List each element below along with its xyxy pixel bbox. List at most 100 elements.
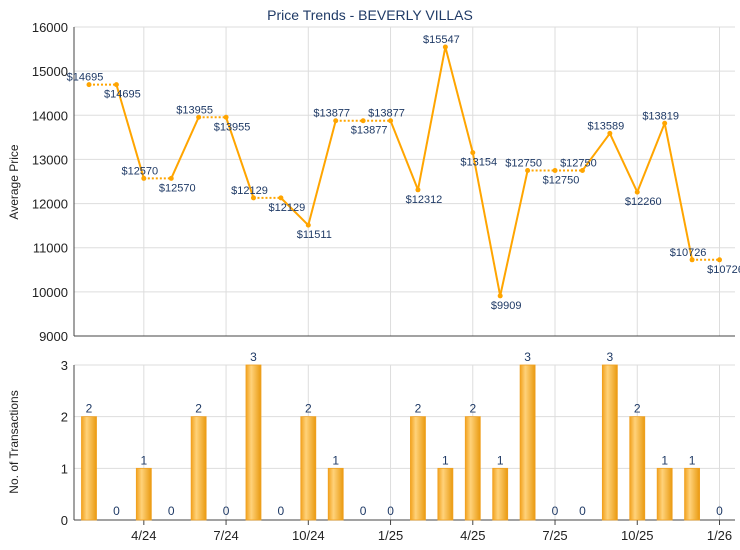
data-label: $12570 — [159, 182, 196, 194]
bar-value-label: 1 — [332, 453, 339, 467]
data-label: $13154 — [460, 157, 497, 169]
data-point — [552, 167, 558, 173]
line-segment — [608, 133, 639, 193]
data-label: $10726 — [670, 247, 707, 259]
bar — [464, 416, 481, 521]
data-label: $13877 — [368, 108, 405, 120]
bar-value-label: 3 — [607, 350, 614, 364]
data-label: $12129 — [269, 202, 306, 214]
data-point — [388, 118, 394, 124]
y-tick-label: 0 — [61, 513, 68, 528]
x-tick-label: 10/25 — [621, 528, 654, 543]
bar — [656, 467, 673, 521]
data-label: $12570 — [121, 165, 158, 177]
bar — [300, 416, 317, 521]
x-tick-label: 4/24 — [131, 528, 156, 543]
line-segment — [444, 46, 474, 153]
y-tick-label: 12000 — [32, 197, 68, 212]
y-tick-label: 1 — [61, 461, 68, 476]
x-tick-label: 7/24 — [213, 528, 238, 543]
bar-value-label: 2 — [469, 402, 476, 416]
x-tick-label: 1/25 — [378, 528, 403, 543]
data-point — [525, 167, 531, 173]
data-point — [223, 114, 229, 120]
bar — [190, 416, 207, 521]
chart-title: Price Trends - BEVERLY VILLAS — [267, 7, 473, 23]
data-point — [250, 195, 256, 201]
data-point — [168, 175, 174, 181]
data-label: $12129 — [231, 185, 268, 197]
bar — [410, 416, 426, 521]
y-tick-label: 2 — [61, 410, 68, 425]
bar-value-label: 2 — [305, 402, 312, 416]
data-label: $9909 — [491, 300, 522, 312]
data-point — [360, 118, 366, 124]
data-point — [470, 150, 476, 156]
line-segment — [225, 116, 255, 199]
data-point — [497, 293, 503, 299]
bar-value-label: 2 — [195, 402, 202, 416]
data-label: $14695 — [67, 72, 104, 84]
data-label: $13955 — [214, 121, 251, 133]
y-tick-label: 9000 — [39, 329, 68, 344]
y-tick-label: 10000 — [32, 285, 68, 300]
data-point — [196, 114, 202, 120]
bar-value-label: 0 — [168, 504, 175, 518]
bar-value-label: 1 — [689, 453, 696, 467]
bar — [492, 467, 509, 521]
bar-value-label: 0 — [278, 504, 285, 518]
bar — [135, 467, 152, 521]
y-tick-label: 11000 — [33, 241, 68, 256]
data-label: $11511 — [297, 229, 332, 241]
bar-value-label: 0 — [113, 504, 120, 518]
bar-value-label: 0 — [360, 504, 367, 518]
y-tick-label: 3 — [61, 358, 68, 373]
data-label: $13877 — [313, 108, 350, 120]
y-tick-label: 13000 — [32, 152, 68, 167]
bar-value-label: 3 — [524, 350, 531, 364]
data-label: $13589 — [587, 120, 624, 132]
x-tick-label: 4/25 — [460, 528, 485, 543]
line-segment — [499, 170, 529, 297]
bar-value-label: 1 — [661, 453, 668, 467]
bar — [81, 416, 97, 521]
bar-value-label: 2 — [634, 402, 641, 416]
bar-value-label: 1 — [497, 453, 504, 467]
data-point — [717, 257, 722, 263]
data-label: $15547 — [423, 34, 460, 46]
data-point — [607, 130, 613, 136]
line-segment — [307, 120, 337, 226]
bar-value-label: 1 — [442, 453, 449, 467]
bar — [601, 364, 618, 521]
bar-value-label: 2 — [86, 402, 93, 416]
bar-value-label: 0 — [223, 504, 230, 518]
y-tick-label: 15000 — [32, 64, 68, 79]
y-tick-label: 14000 — [32, 108, 68, 123]
bar — [684, 467, 700, 521]
bar — [327, 467, 344, 521]
bar-value-label: 0 — [387, 504, 394, 518]
data-point — [141, 175, 147, 181]
bar-value-label: 0 — [716, 504, 723, 518]
data-point — [579, 167, 585, 173]
data-point — [113, 82, 119, 88]
data-label: $12750 — [505, 157, 542, 169]
data-point — [278, 195, 284, 201]
data-point — [634, 189, 640, 195]
data-label: $12750 — [543, 174, 580, 186]
x-tick-label: 1/26 — [707, 528, 732, 543]
line-segment — [663, 123, 694, 261]
data-point — [442, 44, 448, 50]
data-point — [662, 120, 668, 126]
data-label: $14695 — [104, 89, 141, 101]
data-label: $12260 — [625, 196, 662, 208]
line-segment — [471, 152, 502, 297]
data-point — [305, 222, 311, 228]
line-segment — [115, 84, 145, 179]
data-point — [333, 118, 339, 124]
y-axis-label-price: Average Price — [7, 144, 21, 219]
x-tick-label: 7/25 — [542, 528, 567, 543]
bar-value-label: 3 — [250, 350, 257, 364]
